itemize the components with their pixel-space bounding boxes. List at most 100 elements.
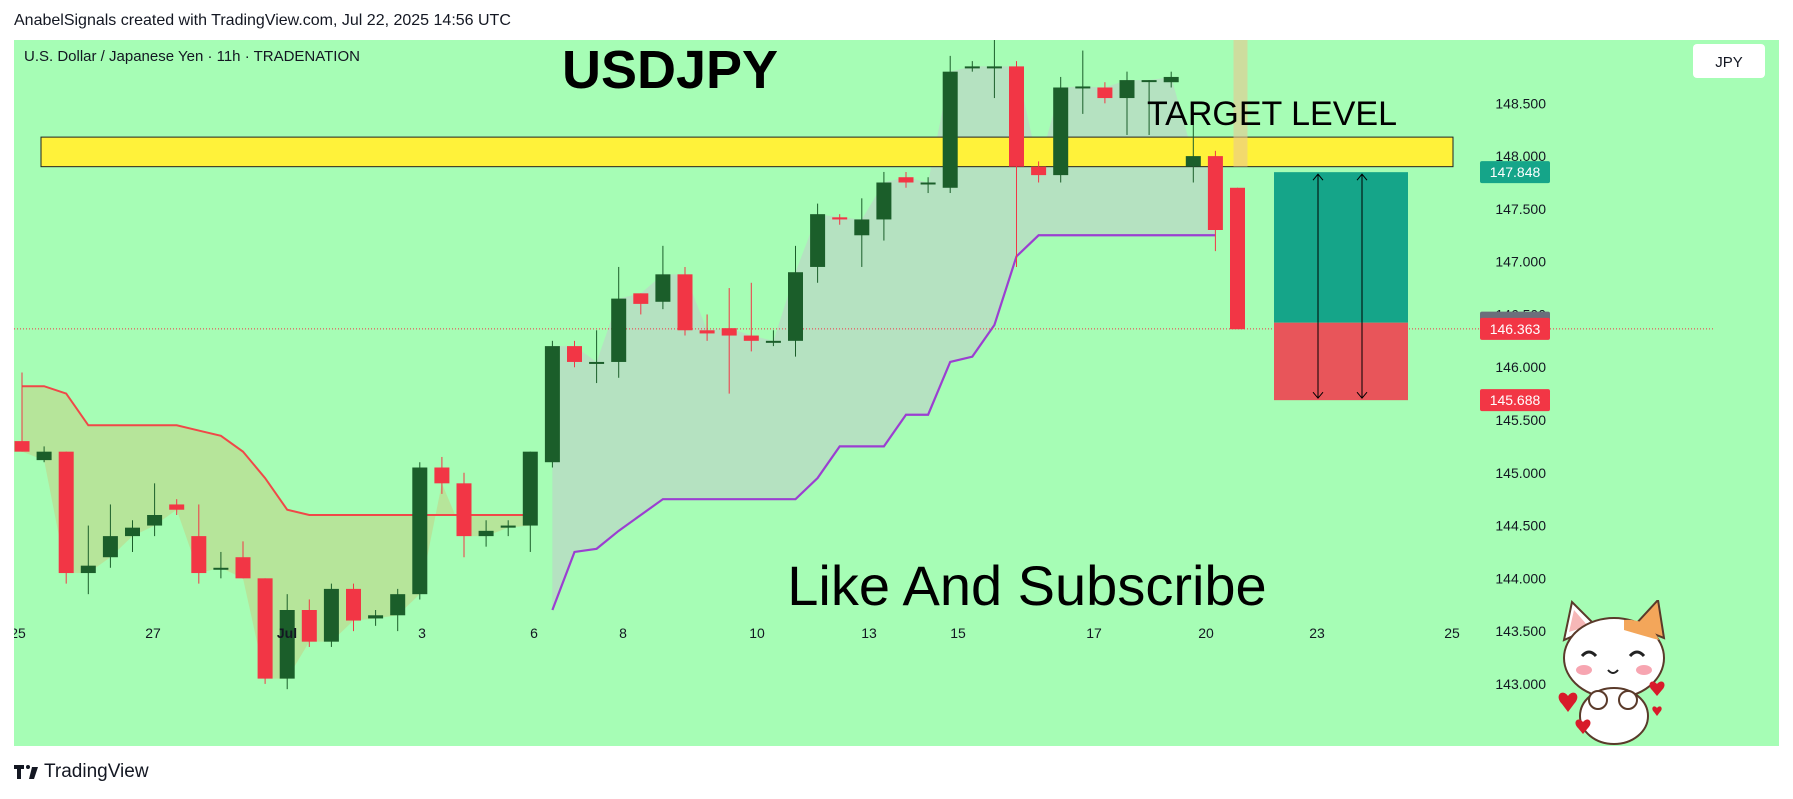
cloud-red-line xyxy=(22,385,531,516)
candle-bearish xyxy=(191,536,207,574)
price-tick-label: 145.000 xyxy=(1495,465,1546,481)
candle-bearish xyxy=(1009,66,1024,167)
candle-bullish xyxy=(1141,80,1157,83)
price-tick-label: 144.000 xyxy=(1495,570,1546,586)
price-tick-label: 143.000 xyxy=(1495,676,1546,692)
symbol-info: U.S. Dollar / Japanese Yen · 11h · TRADE… xyxy=(24,48,360,65)
candle-bullish xyxy=(589,361,605,364)
candle-bearish xyxy=(257,578,273,679)
candle-bullish xyxy=(964,66,980,69)
price-tick-label: 147.500 xyxy=(1495,201,1546,217)
chart-credit: AnabelSignals created with TradingView.c… xyxy=(14,12,511,29)
candle-bullish xyxy=(876,182,892,220)
candle-bearish xyxy=(14,441,30,452)
like-subscribe-text: Like And Subscribe xyxy=(787,554,1266,617)
price-label-text: 146.363 xyxy=(1490,321,1541,337)
price-tick-label: 143.500 xyxy=(1495,623,1546,639)
candle-bullish xyxy=(854,219,870,236)
candle-bearish xyxy=(898,177,914,183)
price-label-tag xyxy=(1480,161,1550,184)
candle-bullish xyxy=(213,567,229,570)
tradingview-logo[interactable]: TradingView xyxy=(14,761,149,783)
price-tick-label: 148.000 xyxy=(1495,148,1546,164)
candle-bearish xyxy=(301,610,317,642)
candle-bearish xyxy=(567,346,582,362)
candle-bullish xyxy=(323,588,339,642)
target-level-label: TARGET LEVEL xyxy=(1147,95,1397,133)
time-tick-label: 20 xyxy=(1198,625,1214,641)
price-label-tag xyxy=(1480,389,1550,412)
candle-bullish xyxy=(544,346,560,463)
candle-bullish xyxy=(1163,76,1179,83)
price-tick-label: 144.500 xyxy=(1495,518,1546,534)
candle-bullish xyxy=(942,71,958,188)
candle-bullish xyxy=(1053,87,1069,176)
candle-bullish xyxy=(655,274,671,302)
candle-bullish xyxy=(478,530,494,537)
last-candle-highlight xyxy=(1233,40,1248,167)
candle-bullish xyxy=(125,527,140,537)
price-tick-label: 148.500 xyxy=(1495,95,1546,111)
candle-bullish xyxy=(1075,86,1091,89)
candle-bearish xyxy=(346,588,361,621)
chart-title: USDJPY xyxy=(562,40,778,100)
candle-bearish xyxy=(434,467,450,484)
price-tick-label: 146.000 xyxy=(1495,359,1546,375)
price-label-tag xyxy=(1480,317,1550,340)
time-tick-label: 23 xyxy=(1309,625,1325,641)
candle-bullish xyxy=(390,594,406,616)
time-tick-label: 25 xyxy=(14,625,26,641)
currency-badge-label: JPY xyxy=(1715,54,1743,71)
tradingview-brand: TradingView xyxy=(44,761,149,782)
candle-bearish xyxy=(743,335,759,341)
chart-canvas[interactable]: U.S. Dollar / Japanese Yen · 11h · TRADE… xyxy=(14,40,1779,746)
time-tick-label: 3 xyxy=(418,625,426,641)
candle-bearish xyxy=(677,274,693,331)
candle-bullish xyxy=(500,525,516,528)
candle-bearish xyxy=(235,557,251,579)
candle-bearish xyxy=(169,504,185,510)
candle-bearish xyxy=(456,483,472,537)
time-tick-label: Jul xyxy=(277,625,297,641)
candle-bullish xyxy=(1185,156,1201,167)
candle-bullish xyxy=(810,214,826,267)
candle-bullish xyxy=(80,565,96,574)
time-tick-label: 10 xyxy=(749,625,765,641)
candle-bullish xyxy=(765,340,781,343)
candle-bearish xyxy=(832,217,848,220)
price-label-text: 145.688 xyxy=(1490,392,1541,408)
tradingview-logo-icon xyxy=(14,765,38,779)
cloud-purple-fill xyxy=(552,66,1216,610)
candle-bullish xyxy=(147,515,163,526)
candle-bullish xyxy=(986,66,1002,69)
candle-bullish xyxy=(36,451,52,461)
currency-badge[interactable] xyxy=(1693,44,1765,78)
time-tick-label: 17 xyxy=(1086,625,1102,641)
chart-panel[interactable]: U.S. Dollar / Japanese Yen · 11h · TRADE… xyxy=(14,40,1779,746)
candle-bearish xyxy=(1207,156,1223,230)
time-tick-label: 6 xyxy=(530,625,538,641)
cloud-purple-line xyxy=(551,234,1216,611)
candle-bullish xyxy=(279,610,295,679)
position-arrowhead-up xyxy=(1312,173,1324,181)
price-tick-label: 145.500 xyxy=(1495,412,1546,428)
candle-bearish xyxy=(58,451,74,574)
time-tick-label: 13 xyxy=(861,625,877,641)
candle-bullish xyxy=(102,536,118,558)
price-tick-label: 147.000 xyxy=(1495,254,1546,270)
time-tick-label: 8 xyxy=(619,625,627,641)
candle-bearish xyxy=(1230,187,1245,330)
candle-bullish xyxy=(920,182,936,185)
position-loss-zone[interactable] xyxy=(1274,322,1408,401)
position-profit-zone[interactable] xyxy=(1274,172,1408,323)
candle-bearish xyxy=(633,293,649,304)
candle-bullish xyxy=(788,272,803,341)
candle-bullish xyxy=(412,467,428,595)
time-tick-label: 15 xyxy=(950,625,966,641)
candle-bullish xyxy=(611,298,627,362)
candle-bullish xyxy=(368,615,384,619)
position-arrowhead-down xyxy=(1312,391,1324,399)
time-tick-label: 27 xyxy=(145,625,161,641)
position-arrowhead-up xyxy=(1356,173,1368,181)
candle-bearish xyxy=(699,330,715,334)
